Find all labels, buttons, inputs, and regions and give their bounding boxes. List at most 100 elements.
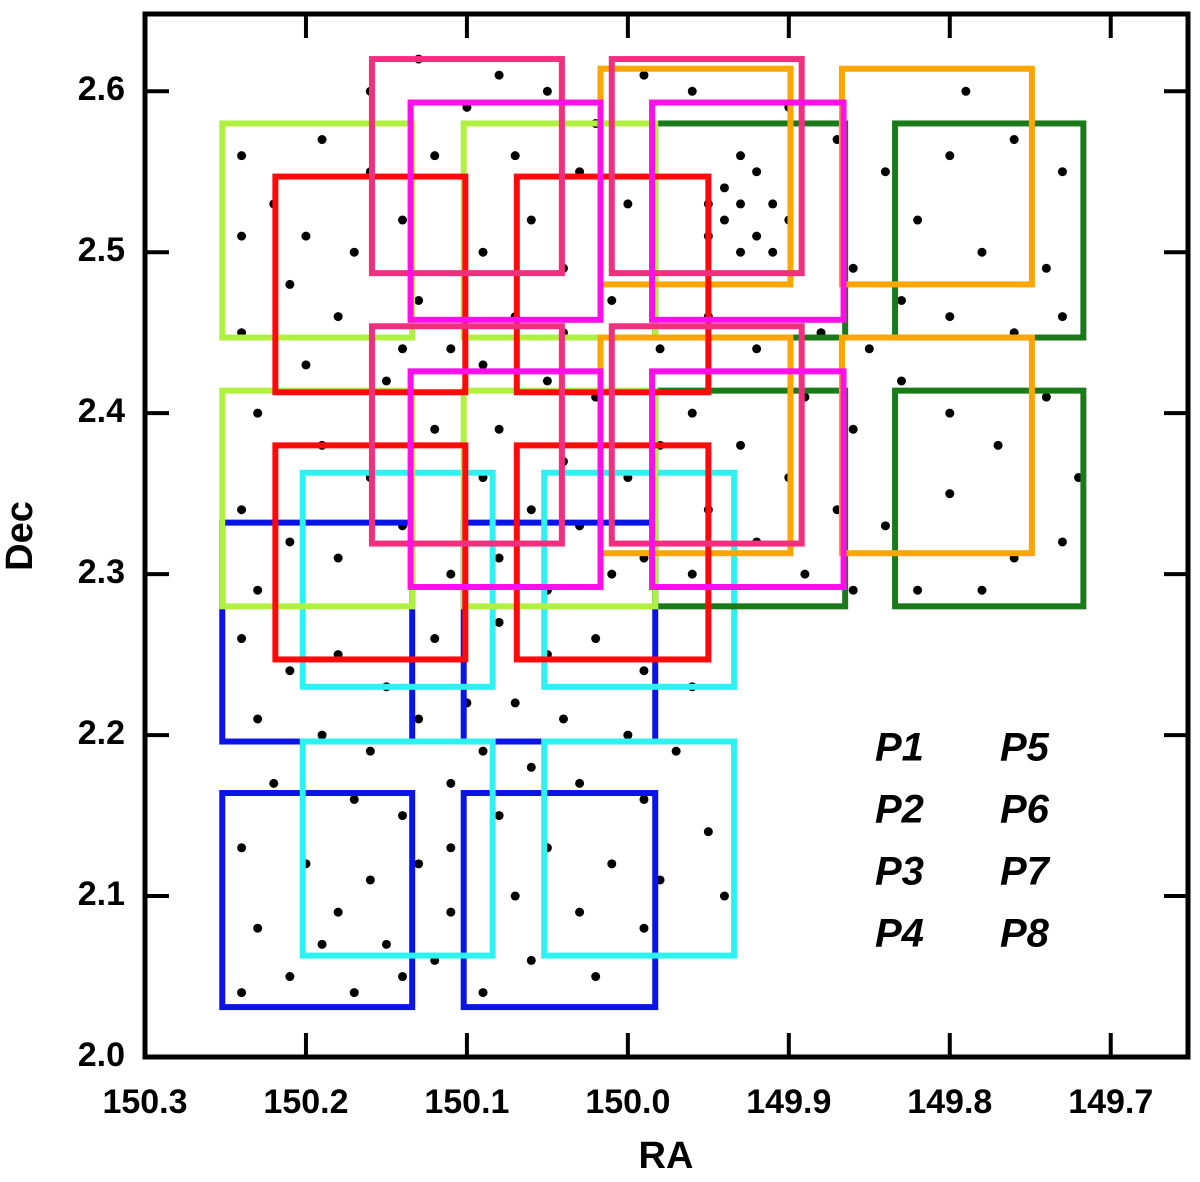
data-point (510, 698, 520, 708)
data-point (237, 988, 247, 998)
data-point (414, 714, 424, 724)
data-point (639, 923, 649, 933)
data-point (607, 569, 617, 579)
data-point (301, 360, 311, 370)
pointing-box (407, 368, 604, 591)
pointing-box (219, 387, 416, 610)
data-point (639, 70, 649, 80)
data-point (848, 424, 858, 434)
data-point (848, 263, 858, 273)
data-point (414, 859, 424, 869)
data-point (768, 247, 778, 257)
data-point (478, 247, 488, 257)
y-tick-label: 2.6 (78, 70, 125, 108)
data-point (623, 199, 633, 209)
data-point (446, 843, 456, 853)
data-point (237, 843, 247, 853)
legend-label: P8 (1000, 912, 1050, 956)
data-point (237, 505, 247, 515)
data-point (253, 714, 263, 724)
y-tick-label: 2.2 (78, 714, 125, 752)
legend-label: P1 (875, 726, 924, 770)
data-point (253, 923, 263, 933)
data-point (913, 215, 923, 225)
data-point (381, 376, 391, 386)
data-point (623, 730, 633, 740)
pointing-box (460, 790, 659, 1011)
y-tick-label: 2.1 (78, 875, 125, 913)
data-point (494, 70, 504, 80)
pointing-box (652, 387, 849, 610)
pointing-box (299, 469, 496, 690)
data-point (575, 778, 585, 788)
data-point (446, 569, 456, 579)
data-point (333, 907, 343, 917)
data-point (913, 585, 923, 595)
legend-label: P6 (1000, 788, 1050, 832)
x-tick-label: 149.7 (1068, 1083, 1153, 1121)
pointing-box (892, 387, 1087, 610)
data-point (945, 312, 955, 322)
data-point (542, 376, 552, 386)
data-point (671, 746, 681, 756)
data-point (752, 231, 762, 241)
data-point (719, 891, 729, 901)
data-point (510, 891, 520, 901)
data-point (446, 907, 456, 917)
data-point (494, 553, 504, 563)
data-point (880, 167, 890, 177)
x-tick-label: 149.8 (907, 1083, 992, 1121)
data-point (1009, 135, 1019, 145)
data-point (526, 215, 536, 225)
data-point (526, 762, 536, 772)
data-point (269, 778, 279, 788)
data-point (655, 344, 665, 354)
data-point (285, 666, 295, 676)
pointing-box (368, 56, 565, 277)
legend-label: P2 (875, 788, 924, 832)
data-point (945, 489, 955, 499)
data-point (398, 811, 408, 821)
data-point (381, 939, 391, 949)
data-point (719, 183, 729, 193)
data-point (253, 585, 263, 595)
data-point (510, 151, 520, 161)
data-point (1057, 537, 1067, 547)
data-point (1057, 312, 1067, 322)
data-point (864, 344, 874, 354)
pointing-box (649, 99, 847, 323)
x-tick-label: 150.0 (585, 1083, 670, 1121)
data-point (333, 312, 343, 322)
data-point (896, 376, 906, 386)
data-point (1041, 263, 1051, 273)
pointing-box (649, 368, 847, 591)
data-point (414, 296, 424, 306)
data-point (558, 714, 568, 724)
data-point (977, 247, 987, 257)
data-point (398, 344, 408, 354)
data-point (478, 746, 488, 756)
data-point (398, 215, 408, 225)
x-tick-label: 150.3 (102, 1083, 187, 1121)
data-point (317, 135, 327, 145)
data-point (736, 199, 746, 209)
data-point (977, 585, 987, 595)
pointing-box (541, 738, 738, 959)
data-point (687, 569, 697, 579)
data-point (237, 634, 247, 644)
data-point (736, 151, 746, 161)
legend-label: P5 (1000, 726, 1050, 770)
data-point (349, 794, 359, 804)
data-point (494, 424, 504, 434)
data-point (317, 730, 327, 740)
data-point (430, 634, 440, 644)
y-tick-label: 2.0 (78, 1036, 125, 1074)
data-point (736, 440, 746, 450)
data-point (333, 553, 343, 563)
x-tick-label: 150.2 (263, 1083, 348, 1121)
data-point (719, 215, 729, 225)
data-point (607, 859, 617, 869)
pointing-box (219, 519, 416, 745)
